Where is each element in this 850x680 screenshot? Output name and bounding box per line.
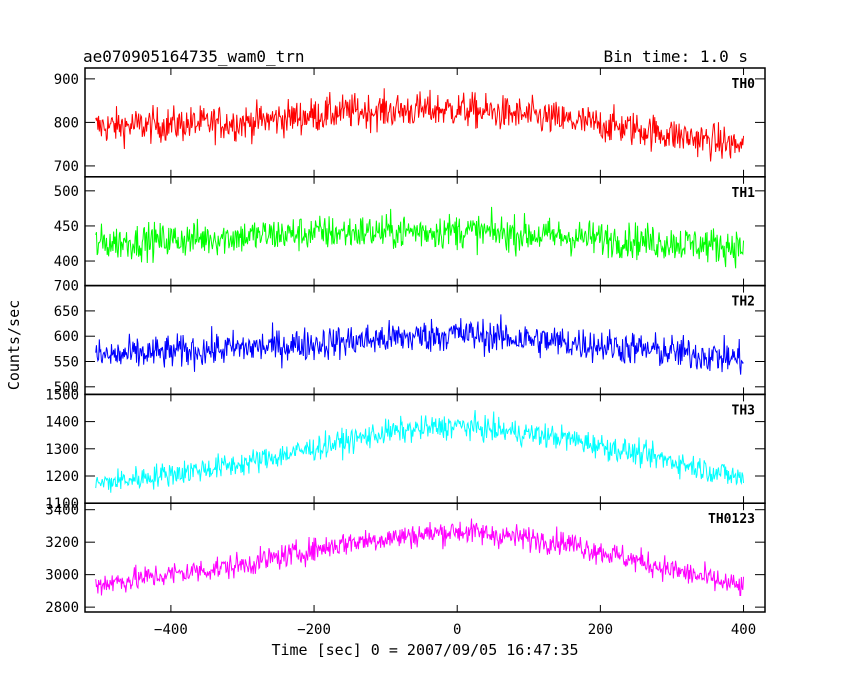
y-tick-label: 3000	[45, 568, 79, 584]
panel-label: TH0	[732, 77, 756, 92]
x-tick-label: 200	[588, 622, 613, 638]
panel-th2: 500 550 600 650 700 TH2	[54, 279, 766, 396]
x-axis: −400 −200 0 200 400	[154, 622, 756, 638]
x-axis-label: Time [sec] 0 = 2007/09/05 16:47:35	[271, 641, 578, 659]
series-line-th1	[95, 206, 745, 269]
x-tick-label: 0	[453, 622, 461, 638]
y-tick-label: 600	[54, 329, 79, 345]
panel-label: TH2	[732, 295, 755, 310]
y-tick-label: 900	[54, 72, 79, 88]
series-line-th2	[95, 314, 744, 375]
y-tick-label: 1100	[45, 496, 79, 512]
panel-label: TH3	[732, 403, 755, 418]
y-tick-label: 1200	[45, 469, 79, 485]
y-tick-label: 2800	[45, 600, 79, 616]
y-tick-label: 450	[54, 219, 79, 235]
y-tick-label: 1500	[45, 387, 79, 403]
panel-th0123: 2800 3000 3200 3400 TH0123	[45, 502, 766, 616]
x-tick-label: −400	[154, 622, 188, 638]
y-tick-label: 1400	[45, 415, 79, 431]
chart-title-left: ae070905164735_wam0_trn	[83, 47, 305, 66]
panel-frame	[84, 393, 766, 504]
y-tick-label: 3400	[45, 503, 79, 519]
series-line-th0123	[95, 518, 745, 597]
panel-label: TH0123	[708, 512, 755, 527]
y-tick-label: 800	[54, 115, 79, 131]
panel-th1: 400 450 500 TH1	[54, 176, 766, 287]
y-tick-label: 1300	[45, 442, 79, 458]
series-line-th3	[95, 410, 745, 493]
y-tick-label: 500	[54, 380, 79, 396]
y-tick-label: 700	[54, 279, 79, 295]
y-tick-label: 3200	[45, 535, 79, 551]
panel-th0: 700 800 900 TH0	[54, 67, 766, 178]
chart-title-right: Bin time: 1.0 s	[604, 47, 749, 66]
x-tick-label: −200	[297, 622, 331, 638]
panel-frame	[84, 502, 766, 613]
panels-group: 700 800 900 TH0 400 450 500 TH1 500 550 600 650 700 T…	[45, 67, 766, 616]
x-tick-label: 400	[731, 622, 756, 638]
y-tick-label: 700	[54, 159, 79, 175]
panel-label: TH1	[732, 186, 756, 201]
y-axis-label: Counts/sec	[5, 300, 23, 390]
panel-th3: 1100 1200 1300 1400 1500 TH3	[45, 387, 766, 512]
y-tick-label: 500	[54, 184, 79, 200]
y-tick-label: 650	[54, 304, 79, 320]
y-tick-label: 550	[54, 355, 79, 371]
series-line-th0	[95, 88, 745, 162]
y-tick-label: 400	[54, 254, 79, 270]
